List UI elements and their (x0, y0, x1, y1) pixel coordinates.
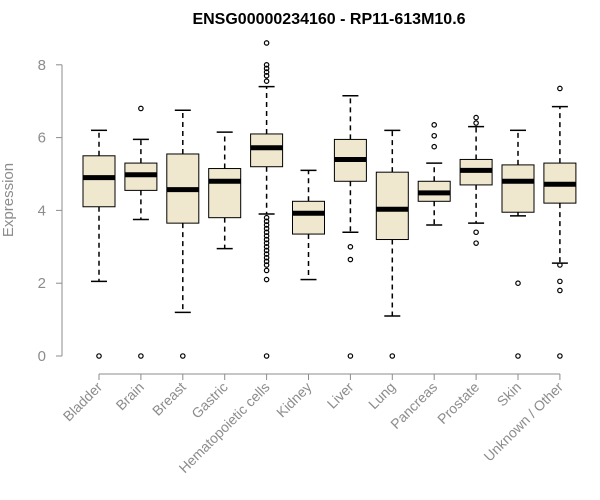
x-tick-label: Liver (324, 379, 357, 412)
outlier-point (263, 222, 270, 228)
outlier-point (263, 65, 270, 72)
outlier-point (473, 114, 479, 121)
outlier-point (557, 353, 563, 359)
box-brain (124, 105, 158, 359)
x-tick-label: Bladder (60, 379, 106, 425)
box-liver (333, 94, 367, 359)
box-iqr (292, 200, 325, 235)
box-prostate (459, 114, 493, 246)
chart-title: ENSG00000234160 - RP11-613M10.6 (192, 11, 465, 28)
outlier-point (263, 247, 270, 254)
x-tick-label: Skin (494, 379, 525, 410)
outlier-point (263, 72, 270, 79)
outlier-point (431, 122, 438, 128)
outlier-point (389, 353, 396, 359)
outlier-point (263, 40, 270, 46)
outlier-point (263, 267, 270, 274)
outlier-point (515, 280, 521, 287)
box-pancreas (417, 122, 451, 226)
outlier-point (431, 132, 438, 139)
outlier-point (263, 254, 270, 261)
x-tick-label: Pancreas (387, 379, 440, 432)
outlier-point (138, 105, 144, 112)
y-tick-label: 4 (38, 202, 46, 219)
box-iqr (375, 171, 409, 241)
outlier-point (263, 244, 270, 250)
y-tick-label: 2 (38, 275, 46, 292)
x-tick-label: Lung (365, 379, 398, 412)
outlier-point (263, 353, 270, 359)
x-tick-label: Unknown / Other (480, 379, 566, 465)
box-unknown-other (543, 85, 577, 359)
box-skin (501, 129, 535, 359)
x-tick-label: Prostate (434, 379, 482, 427)
box-iqr (208, 168, 242, 219)
x-tick-label: Kidney (273, 379, 315, 421)
box-iqr (250, 133, 284, 168)
outlier-point (263, 236, 270, 243)
outlier-point (347, 244, 354, 250)
axes: 0 2 4 6 8 (38, 57, 561, 380)
y-tick-label: 6 (38, 130, 46, 147)
box-bladder (82, 129, 116, 359)
box-breast (166, 109, 200, 359)
outlier-point (263, 262, 270, 268)
outlier-point (263, 214, 270, 221)
outlier-point (473, 240, 479, 246)
outlier-point (263, 62, 270, 68)
y-tick-label: 0 (38, 348, 46, 365)
outlier-point (557, 287, 563, 294)
y-axis-label: Expression (0, 163, 17, 237)
box-group (82, 40, 577, 359)
outlier-point (347, 256, 354, 263)
y-tick-label: 8 (38, 57, 46, 74)
outlier-point (263, 251, 270, 257)
box-iqr (82, 155, 116, 208)
outlier-point (263, 225, 270, 232)
box-lung (375, 129, 409, 359)
box-iqr (501, 164, 535, 213)
outlier-point (263, 258, 270, 265)
outlier-point (515, 353, 521, 359)
x-tick-label: Brain (113, 379, 147, 413)
outlier-point (557, 262, 563, 268)
outlier-point (263, 233, 270, 239)
outlier-point (263, 229, 270, 236)
outlier-point (347, 353, 354, 359)
outlier-point (180, 353, 186, 359)
outlier-point (263, 218, 270, 225)
outlier-point (263, 276, 270, 283)
outlier-point (557, 278, 563, 285)
outlier-point (473, 229, 479, 236)
outlier-point (431, 143, 438, 150)
outlier-point (96, 353, 102, 359)
outlier-point (263, 78, 270, 84)
outlier-point (557, 85, 563, 92)
outlier-point (138, 353, 144, 359)
box-kidney (292, 169, 325, 281)
outlier-point (263, 240, 270, 246)
outlier-point (263, 69, 270, 75)
outlier-point (473, 120, 479, 126)
box-hematopoietic-cells (250, 40, 284, 359)
box-gastric (208, 131, 242, 250)
x-tick-label: Breast (149, 379, 189, 419)
